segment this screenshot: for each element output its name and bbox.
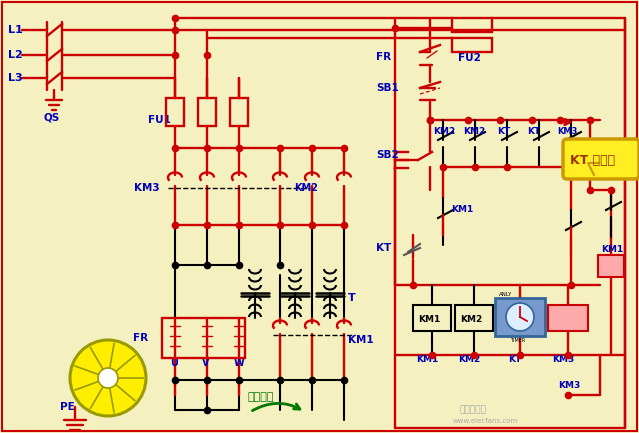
Text: L3: L3 xyxy=(8,73,22,83)
Text: SB2: SB2 xyxy=(376,150,399,160)
Text: TIMER: TIMER xyxy=(510,337,525,343)
Text: KM3: KM3 xyxy=(557,127,578,136)
Text: KM2: KM2 xyxy=(463,127,485,136)
Text: KM1: KM1 xyxy=(418,314,440,323)
Text: U: U xyxy=(170,358,178,368)
Text: KM2: KM2 xyxy=(433,127,455,136)
Text: KM3: KM3 xyxy=(134,183,160,193)
Text: ANLY: ANLY xyxy=(499,291,512,297)
Text: KM3: KM3 xyxy=(552,314,574,323)
Bar xyxy=(598,255,624,277)
Text: KM3: KM3 xyxy=(552,355,574,365)
Text: KM1: KM1 xyxy=(451,206,473,214)
Text: T: T xyxy=(348,293,356,303)
Text: L1: L1 xyxy=(8,25,23,35)
Text: KT 时间到: KT 时间到 xyxy=(570,154,615,167)
Text: KM2: KM2 xyxy=(458,355,481,365)
Text: 电子发烧友: 电子发烧友 xyxy=(460,405,487,414)
FancyBboxPatch shape xyxy=(563,139,639,179)
Text: KM1: KM1 xyxy=(416,355,438,365)
Polygon shape xyxy=(588,151,598,175)
Bar xyxy=(455,305,493,331)
Text: KM2: KM2 xyxy=(460,314,482,323)
Bar xyxy=(452,38,492,52)
Bar xyxy=(452,18,492,32)
Text: KT: KT xyxy=(497,127,511,136)
Text: QS: QS xyxy=(44,113,60,123)
Text: KT: KT xyxy=(527,127,540,136)
Text: KT: KT xyxy=(508,355,521,365)
Text: 全压运行: 全压运行 xyxy=(248,392,275,402)
Bar xyxy=(198,98,216,126)
Text: W: W xyxy=(234,358,245,368)
Text: www.elecfans.com: www.elecfans.com xyxy=(453,418,518,424)
Text: FR: FR xyxy=(376,52,391,62)
Text: FR: FR xyxy=(133,333,148,343)
Text: V: V xyxy=(202,358,210,368)
Bar xyxy=(166,98,184,126)
Bar xyxy=(548,305,588,331)
Text: FU1: FU1 xyxy=(148,115,171,125)
Text: FU2: FU2 xyxy=(458,53,481,63)
Text: KM3: KM3 xyxy=(558,381,580,390)
Text: SB1: SB1 xyxy=(376,83,399,93)
Text: KT: KT xyxy=(376,243,391,253)
Circle shape xyxy=(98,368,118,388)
Text: PE: PE xyxy=(60,402,75,412)
Bar xyxy=(230,98,248,126)
Circle shape xyxy=(70,340,146,416)
Text: KM2: KM2 xyxy=(294,183,318,193)
Bar xyxy=(495,298,545,336)
Bar xyxy=(162,318,245,358)
Text: L2: L2 xyxy=(8,50,23,60)
Text: KM1: KM1 xyxy=(601,245,623,253)
Circle shape xyxy=(506,303,534,331)
Bar xyxy=(413,305,451,331)
Text: KM1: KM1 xyxy=(348,335,374,345)
